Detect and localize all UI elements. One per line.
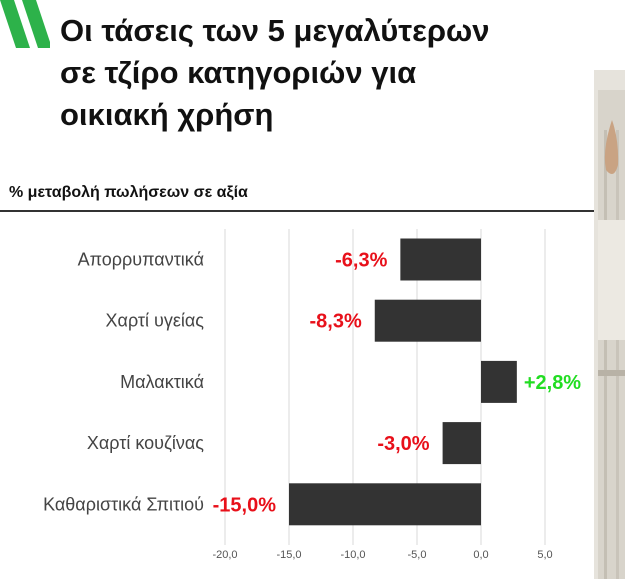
bar [400, 238, 481, 281]
bar [374, 299, 481, 342]
category-label: Καθαριστικά Σπιτιού [43, 494, 204, 514]
x-tick-label: 0,0 [473, 549, 488, 561]
x-tick-label: -10,0 [340, 549, 365, 561]
title-line: Οι τάσεις των 5 μεγαλύτερων [60, 13, 490, 48]
category-label: Χαρτί κουζίνας [87, 433, 204, 453]
bar [289, 483, 481, 526]
chart-labels: -20,0-15,0-10,0-5,00,05,010,0Απορρυπαντι… [43, 250, 581, 562]
data-label: -8,3% [310, 311, 362, 333]
brand-logo [0, 0, 50, 48]
bar [442, 422, 481, 465]
title-line: σε τζίρο κατηγοριών για [60, 55, 417, 90]
x-tick-label: -20,0 [212, 549, 237, 561]
category-label: Χαρτί υγείας [106, 311, 205, 331]
chart-subtitle: % μεταβολή πωλήσεων σε αξία [9, 184, 248, 201]
category-label: Μαλακτικά [120, 372, 204, 392]
data-label: -15,0% [213, 494, 277, 516]
page-title: Οι τάσεις των 5 μεγαλύτερων σε τζίρο κατ… [60, 10, 580, 136]
x-tick-label: 5,0 [537, 549, 552, 561]
background-photo-edge [594, 70, 625, 579]
x-tick-label: -5,0 [408, 549, 427, 561]
bar [481, 360, 517, 403]
category-label: Απορρυπαντικά [78, 250, 204, 270]
data-label: +2,8% [524, 372, 581, 394]
bar-chart: -20,0-15,0-10,0-5,00,05,010,0Απορρυπαντι… [43, 229, 581, 562]
title-line: οικιακή χρήση [60, 97, 274, 132]
data-label: -6,3% [335, 250, 387, 272]
chart-bars [289, 238, 517, 526]
data-label: -3,0% [377, 433, 429, 455]
subtitle-divider [0, 210, 594, 212]
x-tick-label: -15,0 [276, 549, 301, 561]
